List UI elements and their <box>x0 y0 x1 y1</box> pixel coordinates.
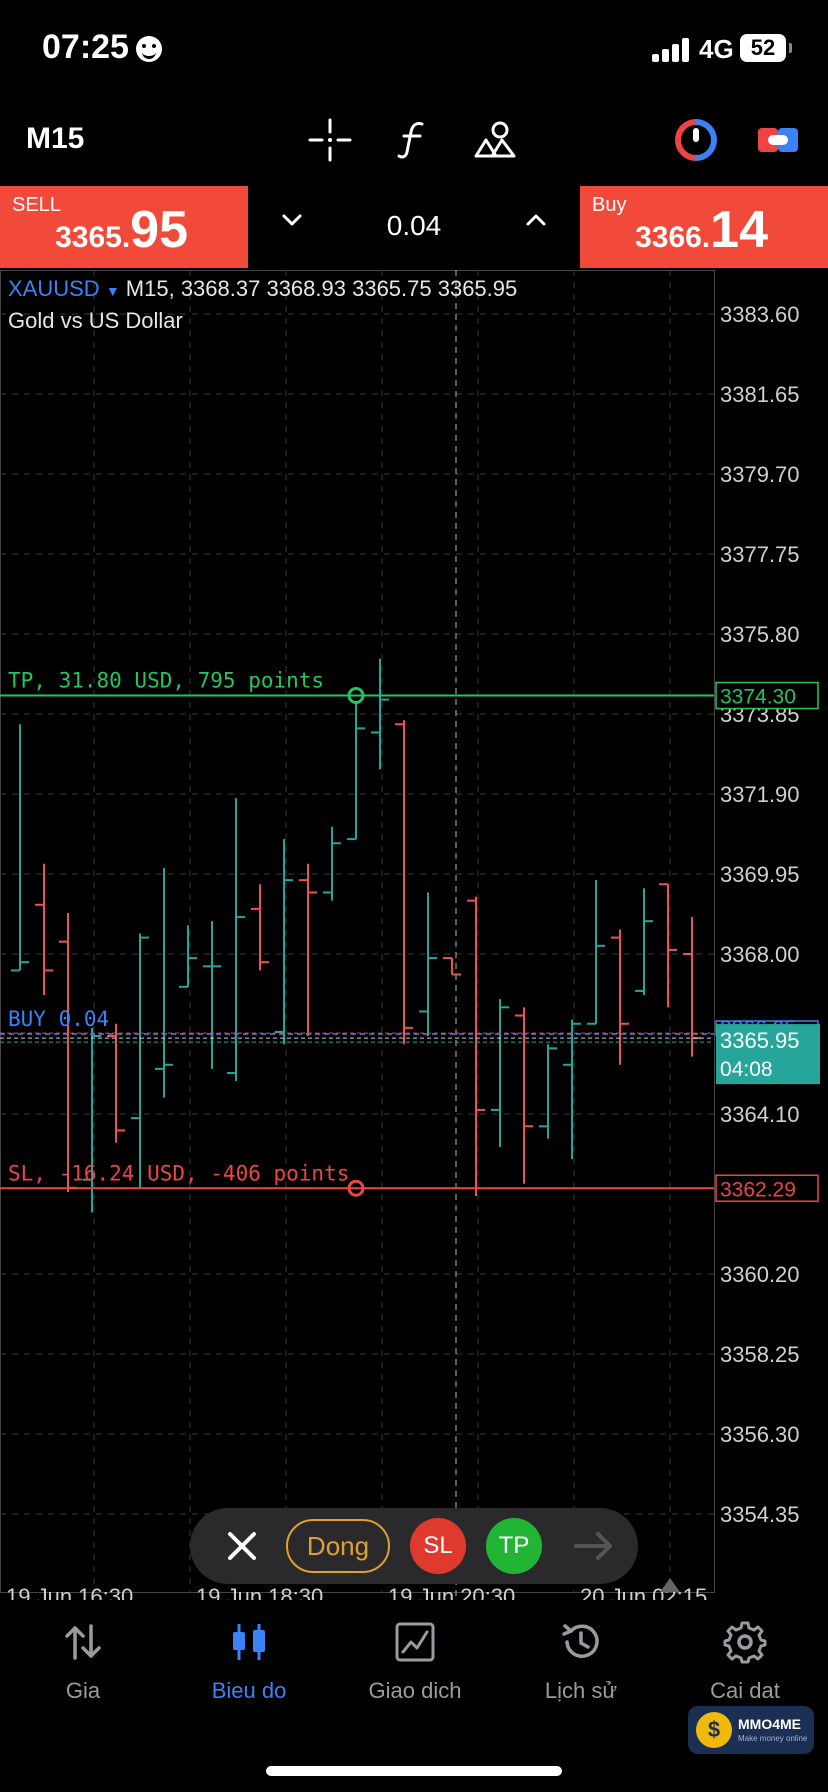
symbol-name[interactable]: XAUUSD <box>8 276 100 301</box>
arrows-updown-icon <box>65 1624 101 1660</box>
close-position-button[interactable]: Dong <box>286 1519 390 1573</box>
price-axis-label: 3371.90 <box>720 782 800 807</box>
crosshair-icon[interactable] <box>306 116 354 164</box>
tab-history[interactable]: Lịch sử <box>498 1620 664 1720</box>
symbol-dropdown-icon[interactable]: ▼ <box>105 283 120 299</box>
buy-entry-label: BUY 0.04 <box>8 1007 109 1031</box>
smiley-icon <box>136 36 162 62</box>
chart-header: XAUUSD ▼ M15, 3368.37 3368.93 3365.75 33… <box>8 274 517 336</box>
time-axis-label: 20 Jun 02:15 <box>580 1584 707 1600</box>
trade-panel: SELL 3365.95 0.04 Buy 3366.14 <box>0 186 828 268</box>
stop-loss-price-tag <box>715 1174 819 1203</box>
price-axis-label: 3369.95 <box>720 862 800 887</box>
price-axis-label: 3381.65 <box>720 382 800 407</box>
home-indicator[interactable] <box>266 1766 562 1776</box>
status-bar: 07:25 4G 52 <box>0 0 828 100</box>
time-axis-label: 19 Jun 20:30 <box>388 1584 515 1600</box>
price-axis-label: 3383.60 <box>720 302 800 327</box>
take-profit-label: TP, 31.80 USD, 795 points <box>8 669 324 693</box>
watermark-logo: $ MMO4ME Make money online <box>688 1706 814 1754</box>
take-profit-price: 3374.30 <box>720 686 796 709</box>
network-type: 4G <box>699 34 734 64</box>
sell-label: SELL <box>12 194 61 216</box>
close-icon[interactable] <box>216 1520 268 1572</box>
price-axis-label: 3368.00 <box>720 942 800 967</box>
bottom-tab-bar: Gia Bieu do Giao dich Lịch sử Cai dat <box>0 1620 828 1720</box>
gear-icon <box>723 1621 767 1664</box>
function-icon[interactable] <box>390 116 438 164</box>
lot-size-value[interactable]: 0.04 <box>386 210 442 241</box>
price-axis-label: 3358.25 <box>720 1342 800 1367</box>
time-axis-label: 19 Jun 16:30 <box>6 1584 133 1600</box>
stop-loss-handle <box>347 1179 365 1197</box>
candles-icon <box>233 1624 265 1660</box>
take-profit-handle <box>347 687 365 705</box>
stop-loss-button[interactable]: SL <box>410 1518 466 1574</box>
buy-label: Buy <box>592 194 627 216</box>
stop-loss-label: SL, -16.24 USD, -406 points <box>8 1161 349 1185</box>
battery-icon: 52 <box>740 34 792 62</box>
scroll-end-icon <box>660 1578 680 1592</box>
price-axis-label: 3379.70 <box>720 462 800 487</box>
stop-loss-price: 3362.29 <box>720 1178 796 1201</box>
price-chart[interactable]: 3383.60 3381.65 3379.70 3377.75 3375.80 3373.… <box>0 270 828 1632</box>
take-profit-button[interactable]: TP <box>486 1518 542 1574</box>
tab-quotes[interactable]: Gia <box>0 1620 166 1720</box>
tab-chart[interactable]: Bieu do <box>166 1620 332 1720</box>
bar-countdown: 04:08 <box>720 1058 773 1081</box>
ohlc-values: M15, 3368.37 3368.93 3365.75 3365.95 <box>125 276 518 301</box>
one-click-trading-icon[interactable] <box>672 116 720 164</box>
chevron-up-icon[interactable] <box>524 208 548 232</box>
toggle-icon[interactable] <box>754 116 802 164</box>
objects-icon[interactable] <box>472 116 520 164</box>
take-profit-price-tag <box>715 681 819 710</box>
price-axis-label: 3354.35 <box>720 1502 800 1527</box>
order-action-bar: Dong SL TP <box>190 1508 638 1584</box>
signal-icon <box>652 38 692 62</box>
price-axis-label: 3360.20 <box>720 1262 800 1287</box>
sell-price: 3365.95 <box>55 201 188 259</box>
price-axis-label: 3377.75 <box>720 542 800 567</box>
sell-button[interactable]: SELL 3365.95 <box>0 186 248 268</box>
buy-price: 3366.14 <box>635 201 768 259</box>
history-icon <box>562 1624 599 1658</box>
price-axis-label: 3375.80 <box>720 622 800 647</box>
symbol-description: Gold vs US Dollar <box>8 308 183 333</box>
lot-size-control: 0.04 <box>248 186 580 268</box>
tab-settings[interactable]: Cai dat <box>662 1620 828 1720</box>
tab-trade[interactable]: Giao dich <box>332 1620 498 1720</box>
arrow-right-icon[interactable] <box>570 1522 618 1570</box>
coin-icon: $ <box>696 1712 732 1748</box>
chart-frame <box>0 270 715 1593</box>
price-axis-label: 3364.10 <box>720 1102 800 1127</box>
chart-canvas[interactable]: 3383.603381.653379.703377.753375.803373.… <box>0 270 828 1632</box>
timeframe-button[interactable]: M15 <box>26 122 85 155</box>
time-axis-label: 19 Jun 18:30 <box>196 1584 323 1600</box>
bid-price: 3365.95 <box>720 1028 800 1053</box>
clock: 07:25 <box>42 28 129 66</box>
trade-chart-icon <box>395 1622 435 1662</box>
chart-toolbar: M15 <box>0 100 828 184</box>
chevron-down-icon[interactable] <box>280 208 304 232</box>
bid-price-tag <box>716 1024 820 1085</box>
price-axis-label: 3356.30 <box>720 1422 800 1447</box>
buy-button[interactable]: Buy 3366.14 <box>580 186 828 268</box>
